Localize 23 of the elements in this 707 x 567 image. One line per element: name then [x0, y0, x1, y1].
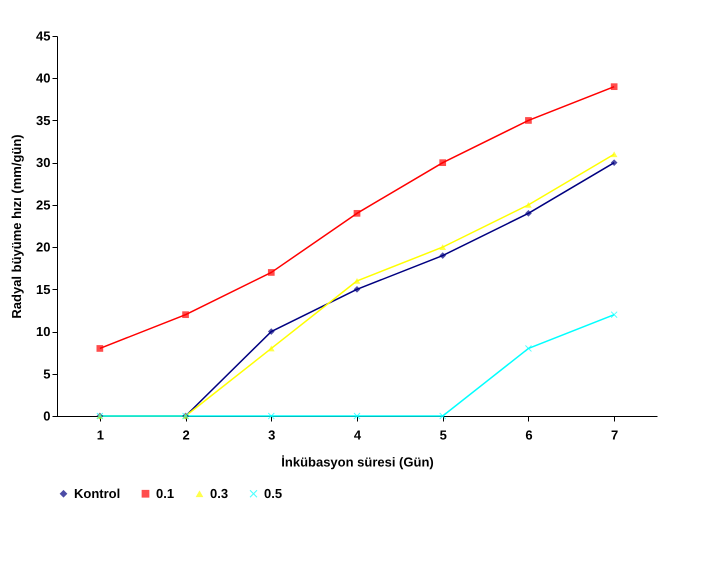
- y-tick-label: 10: [36, 324, 50, 340]
- x-tick-label: 5: [440, 428, 447, 442]
- x-tick-label: 4: [354, 428, 362, 442]
- y-tick-label: 35: [36, 112, 50, 128]
- legend-label: 0.3: [210, 486, 228, 501]
- y-tick-label: 5: [43, 366, 50, 382]
- x-tick-label: 2: [182, 428, 190, 442]
- y-tick-label: 45: [36, 28, 50, 44]
- y-tick-label: 0: [43, 408, 50, 424]
- legend-label: 0.1: [156, 486, 174, 501]
- y-tick-label: 25: [36, 197, 50, 212]
- y-tick-label: 20: [36, 240, 50, 255]
- y-tick-label: 30: [36, 155, 50, 170]
- y-tick-label: 40: [36, 70, 50, 86]
- x-axis-title: İnkübasyon süresi (Gün): [281, 454, 434, 470]
- x-tick-label: 3: [268, 428, 276, 442]
- y-axis-title: Radyal büyüme hızı (mm/gün): [9, 134, 24, 319]
- legend-label: 0.5: [264, 486, 282, 501]
- legend-label: Kontrol: [74, 486, 120, 501]
- y-tick-label: 15: [36, 282, 50, 297]
- x-tick-label: 1: [96, 428, 104, 442]
- x-tick-label: 7: [611, 428, 618, 442]
- x-tick-label: 6: [525, 428, 533, 442]
